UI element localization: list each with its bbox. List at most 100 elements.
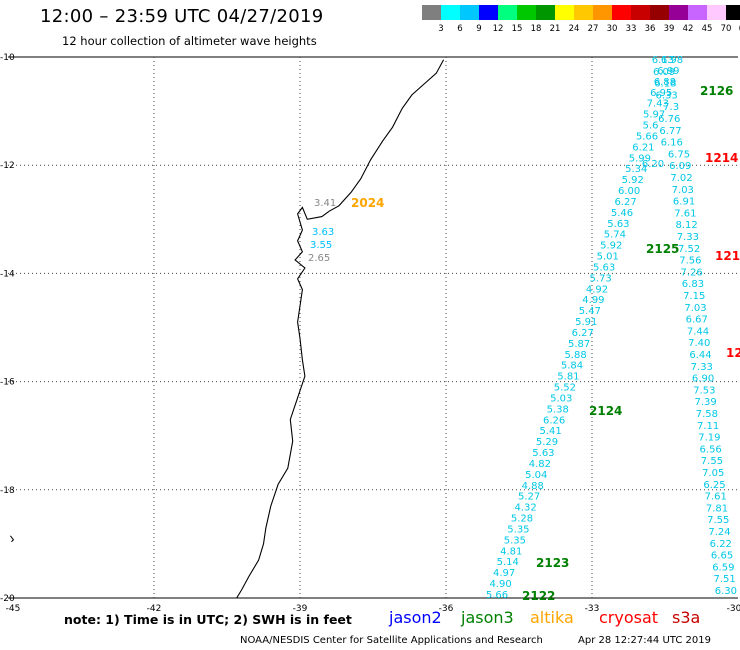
colorbar-tick-label: 6 — [457, 24, 463, 34]
track-value-label: 5.73 — [589, 273, 611, 284]
colorbar-tick-label: 70 — [720, 24, 732, 34]
track-value-label: 6.76 — [658, 114, 680, 125]
colorbar-swatch — [574, 5, 593, 20]
colorbar-tick-label: 45 — [701, 24, 713, 34]
track-value-label: 7.56 — [679, 256, 701, 267]
coastal-value-label: 3.55 — [310, 240, 332, 251]
track-value-label: 6.67 — [686, 315, 708, 326]
colorbar-tick-label: 12 — [492, 24, 504, 34]
track-value-label: 5.63 — [532, 448, 554, 459]
track-value-label: 6.77 — [659, 126, 681, 137]
colorbar-swatch — [517, 5, 536, 20]
colorbar-swatch — [422, 5, 441, 20]
track-value-label: 7.11 — [697, 421, 719, 432]
page-title: 12:00 – 23:59 UTC 04/27/2019 — [40, 6, 324, 27]
track-value-label: 7.61 — [674, 208, 696, 219]
pass-label: 2125 — [646, 242, 679, 256]
satellite-legend-s3a: s3a — [672, 608, 701, 627]
colorbar-swatch — [707, 5, 726, 20]
track-value-label: 5.41 — [539, 426, 561, 437]
track-value-label: 4.81 — [500, 546, 522, 557]
track-value-label: 5.92 — [622, 175, 644, 186]
colorbar-tick-label: 39 — [663, 24, 675, 34]
track-value-label: 5.03 — [550, 393, 572, 404]
track-value-label: 5.99 — [629, 153, 651, 164]
colorbar-swatch — [593, 5, 612, 20]
track-value-label: 4.99 — [582, 295, 604, 306]
track-value-label: 5.6 — [643, 121, 659, 132]
track-value-label: 6.44 — [689, 350, 711, 361]
track-value-label: 4.88 — [522, 481, 544, 492]
track-value-label: 7.3 — [663, 102, 679, 113]
track-value-label: 7.33 — [677, 232, 699, 243]
track-value-label: 6.33 — [656, 90, 678, 101]
pass-label: 2123 — [536, 556, 569, 570]
colorbar-swatch — [631, 5, 650, 20]
track-value-label: 7.58 — [696, 409, 718, 420]
colorbar-tick-label: 24 — [568, 24, 580, 34]
track-value-label: 5.47 — [579, 306, 601, 317]
track-value-label: 4.82 — [529, 459, 551, 470]
colorbar-swatch — [479, 5, 498, 20]
track-value-label: 6.18 — [654, 79, 676, 90]
coastal-value-label: 3.41 — [314, 198, 336, 209]
colorbar-swatch — [555, 5, 574, 20]
pass-label: 1214 — [705, 151, 738, 165]
coastline — [10, 59, 445, 599]
coastline-fragment — [10, 535, 15, 543]
track-value-label: 7.43 — [647, 99, 669, 110]
track-value-label: 6.30 — [715, 586, 737, 597]
colorbar-tick-label: (ft) — [735, 24, 740, 34]
colorbar-swatch — [650, 5, 669, 20]
track-value-label: 6.26 — [543, 415, 565, 426]
y-axis-tick-label: -20 — [0, 594, 15, 604]
x-axis-tick-label: -33 — [585, 604, 600, 614]
y-axis-tick-label: -14 — [0, 269, 15, 279]
track-value-label: 8.12 — [675, 220, 697, 231]
track-value-label: 4.97 — [493, 568, 515, 579]
satellite-legend-cryosat: cryosat — [599, 608, 659, 627]
colorbar-tick-label: 15 — [511, 24, 523, 34]
track-value-label: 5.91 — [575, 317, 597, 328]
colorbar-tick-label: 3 — [438, 24, 444, 34]
colorbar-swatch — [726, 5, 740, 20]
satellite-legend-jason2: jason2 — [389, 608, 442, 627]
track-value-label: 6.91 — [673, 197, 695, 208]
track-value-label: 5.35 — [507, 524, 529, 535]
track-value-label: 6.75 — [668, 149, 690, 160]
page-subtitle: 12 hour collection of altimeter wave hei… — [62, 34, 317, 48]
track-value-label: 5.84 — [561, 361, 583, 372]
coastal-value-label: 3.63 — [312, 227, 334, 238]
track-value-label: 7.02 — [670, 173, 692, 184]
credit-line: NOAA/NESDIS Center for Satellite Applica… — [240, 635, 543, 646]
colorbar-tick-label: 21 — [549, 24, 561, 34]
track-value-label: 5.66 — [486, 590, 508, 601]
track-value-label: 5.46 — [611, 208, 633, 219]
track-value-label: 6.21 — [632, 142, 654, 153]
colorbar-tick-label: 33 — [625, 24, 637, 34]
pass-label: 2124 — [589, 404, 622, 418]
generated-timestamp: Apr 28 12:27:44 UTC 2019 — [578, 635, 711, 646]
track-value-label: 7.15 — [683, 291, 705, 302]
track-value-label: 5.35 — [504, 535, 526, 546]
track-value-label: 5.01 — [597, 252, 619, 263]
track-value-label: 5.87 — [568, 339, 590, 350]
coastal-value-label: 2.65 — [308, 253, 330, 264]
footnote: note: 1) Time is in UTC; 2) SWH is in fe… — [64, 612, 352, 627]
track-value-label: 5.14 — [497, 557, 519, 568]
track-value-label: 6.09 — [653, 67, 675, 78]
track-value-label: 5.92 — [600, 241, 622, 252]
pass-label: 2122 — [522, 589, 555, 603]
satellite-legend-altika: altika — [530, 608, 574, 627]
x-axis-tick-label: -39 — [293, 604, 308, 614]
track-value-label: 5.04 — [525, 470, 547, 481]
track-value-label: 4.90 — [489, 579, 511, 590]
track-value-label: 7.55 — [707, 515, 729, 526]
pass-label: 121 — [715, 249, 740, 263]
y-axis-tick-label: -18 — [0, 486, 15, 496]
track-value-label: 6.59 — [712, 562, 734, 573]
track-value-label: 7.33 — [691, 362, 713, 373]
colorbar-tick-label: 27 — [587, 24, 599, 34]
pass-label: 2126 — [700, 84, 733, 98]
